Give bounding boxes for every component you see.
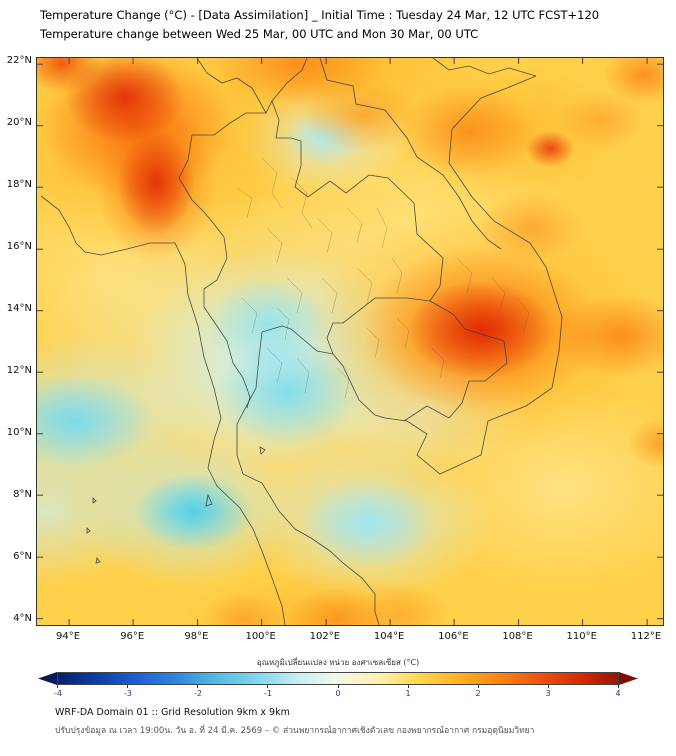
map-heatmap — [36, 57, 664, 626]
colorbar-tick-label: -4 — [54, 689, 62, 698]
lat-tick-label: 18°N — [6, 179, 32, 190]
colorbar-tick-label: 0 — [335, 689, 341, 698]
lon-tick-label: 102°E — [309, 631, 341, 642]
colorbar-label: อุณหภูมิเปลี่ยนแปลง หน่วย องศาเซลเซียส (… — [256, 658, 420, 667]
border-thailand-myanmar-path — [178, 134, 251, 409]
axis-ticks-bottom — [37, 619, 663, 625]
border-china-north-path — [196, 58, 537, 114]
lon-tick-label: 108°E — [502, 631, 533, 642]
lat-tick-label: 20°N — [6, 117, 32, 128]
colorbar-tick-label: 4 — [615, 689, 621, 698]
lon-tick-label: 100°E — [245, 631, 276, 642]
colorbar-tick-label: -3 — [124, 689, 132, 698]
lat-tick-label: 6°N — [13, 551, 32, 562]
map-borders-svg — [40, 58, 563, 625]
colorbar-arrow-left — [38, 672, 57, 685]
islands-path — [86, 446, 266, 564]
footer-update-credit: ปรับปรุงข้อมูล ณ เวลา 19:00น. วัน อ. ที่… — [55, 726, 535, 736]
lon-tick-label: 112°E — [630, 631, 662, 642]
coastline-west-path — [40, 195, 286, 625]
lat-tick-label: 16°N — [6, 241, 32, 252]
lon-tick-label: 98°E — [184, 631, 209, 642]
colorbar: อุณหภูมิเปลี่ยนแปลง หน่วย องศาเซลเซียส (… — [38, 656, 638, 698]
lat-tick-label: 14°N — [6, 303, 32, 314]
lat-tick-label: 12°N — [6, 365, 32, 376]
border-cambodia-vietnam-path — [403, 300, 508, 422]
title-block: Temperature Change (°C) - [Data Assimila… — [40, 6, 599, 44]
lon-tick-label: 96°E — [120, 631, 145, 642]
title-line1: Temperature Change (°C) - [Data Assimila… — [40, 8, 600, 22]
colorbar-bar — [38, 672, 638, 685]
province-borders-path — [236, 157, 530, 399]
lat-tick-label: 8°N — [13, 489, 32, 500]
colorbar-tick-labels: -4 -3 -2 -1 0 1 2 3 4 — [43, 689, 633, 698]
longitude-axis: 94°E 96°E 98°E 100°E 102°E 104°E 106°E 1… — [38, 631, 676, 642]
coastline-east-path — [236, 75, 563, 625]
footer-domain-info: WRF-DA Domain 01 :: Grid Resolution 9km … — [55, 707, 290, 718]
axis-ticks-left — [37, 58, 43, 625]
lon-tick-label: 110°E — [566, 631, 597, 642]
lat-tick-label: 4°N — [13, 613, 32, 624]
colorbar-arrow-right — [619, 672, 638, 685]
lon-tick-label: 104°E — [373, 631, 405, 642]
colorbar-tick-label: -1 — [264, 689, 272, 698]
border-mekong-cambodia-path — [192, 99, 444, 355]
lon-tick-label: 106°E — [438, 631, 469, 642]
colorbar-gradient — [57, 672, 619, 685]
colorbar-tick-label: 1 — [405, 689, 411, 698]
axis-ticks-right — [657, 58, 663, 625]
border-laos-vietnam-path — [319, 58, 502, 250]
lat-tick-label: 10°N — [6, 427, 32, 438]
colorbar-tick-label: 2 — [475, 689, 481, 698]
lon-tick-label: 94°E — [55, 631, 81, 642]
latitude-axis: 22°N 20°N 18°N 16°N 14°N 12°N 10°N 8°N 6… — [0, 55, 32, 625]
lat-tick-label: 22°N — [6, 55, 32, 66]
axis-ticks-top — [37, 58, 663, 64]
colorbar-tick-label: 3 — [545, 689, 551, 698]
title-line2: Temperature change between Wed 25 Mar, 0… — [40, 27, 479, 41]
colorbar-tickmarks — [57, 685, 619, 688]
colorbar-tick-label: -2 — [194, 689, 202, 698]
